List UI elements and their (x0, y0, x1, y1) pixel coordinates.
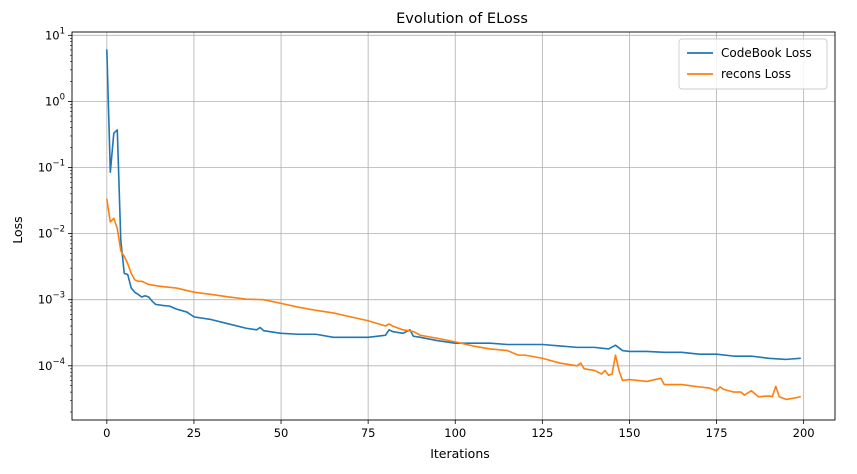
x-tick-label: 100 (444, 426, 466, 440)
series-line-1 (106, 49, 801, 361)
series-line-2 (106, 198, 801, 401)
series-lines (106, 49, 801, 401)
axis-ticks: 0 25 50 75 100 125 150 175 200 101 100 10−1 10−2 10−3… (38, 26, 815, 440)
y-tick-label: 100 (45, 92, 65, 108)
x-tick-label: 200 (793, 426, 815, 440)
y-tick-label: 10−1 (38, 159, 65, 175)
y-tick-label: 10−2 (38, 225, 65, 241)
legend-box (678, 38, 828, 90)
y-tick-label: 10−3 (38, 291, 65, 307)
chart-title: Evolution of ELoss (396, 11, 528, 27)
legend-label: CodeBook Loss (721, 46, 812, 60)
y-axis-label: Loss (10, 216, 25, 243)
x-tick-label: 25 (187, 426, 202, 440)
legend-label: recons Loss (721, 67, 791, 81)
y-tick-label: 10−4 (38, 357, 65, 373)
legend: CodeBook Loss recons Loss (678, 38, 828, 90)
x-tick-label: 125 (531, 426, 553, 440)
x-axis-label: Iterations (430, 446, 490, 461)
x-tick-label: 150 (618, 426, 640, 440)
y-tick-label: 101 (45, 26, 65, 42)
grid-lines (72, 32, 835, 420)
x-tick-label: 0 (103, 426, 110, 440)
plot-frame (71, 31, 836, 421)
x-tick-label: 75 (361, 426, 376, 440)
x-tick-label: 175 (706, 426, 728, 440)
x-tick-label: 50 (274, 426, 289, 440)
